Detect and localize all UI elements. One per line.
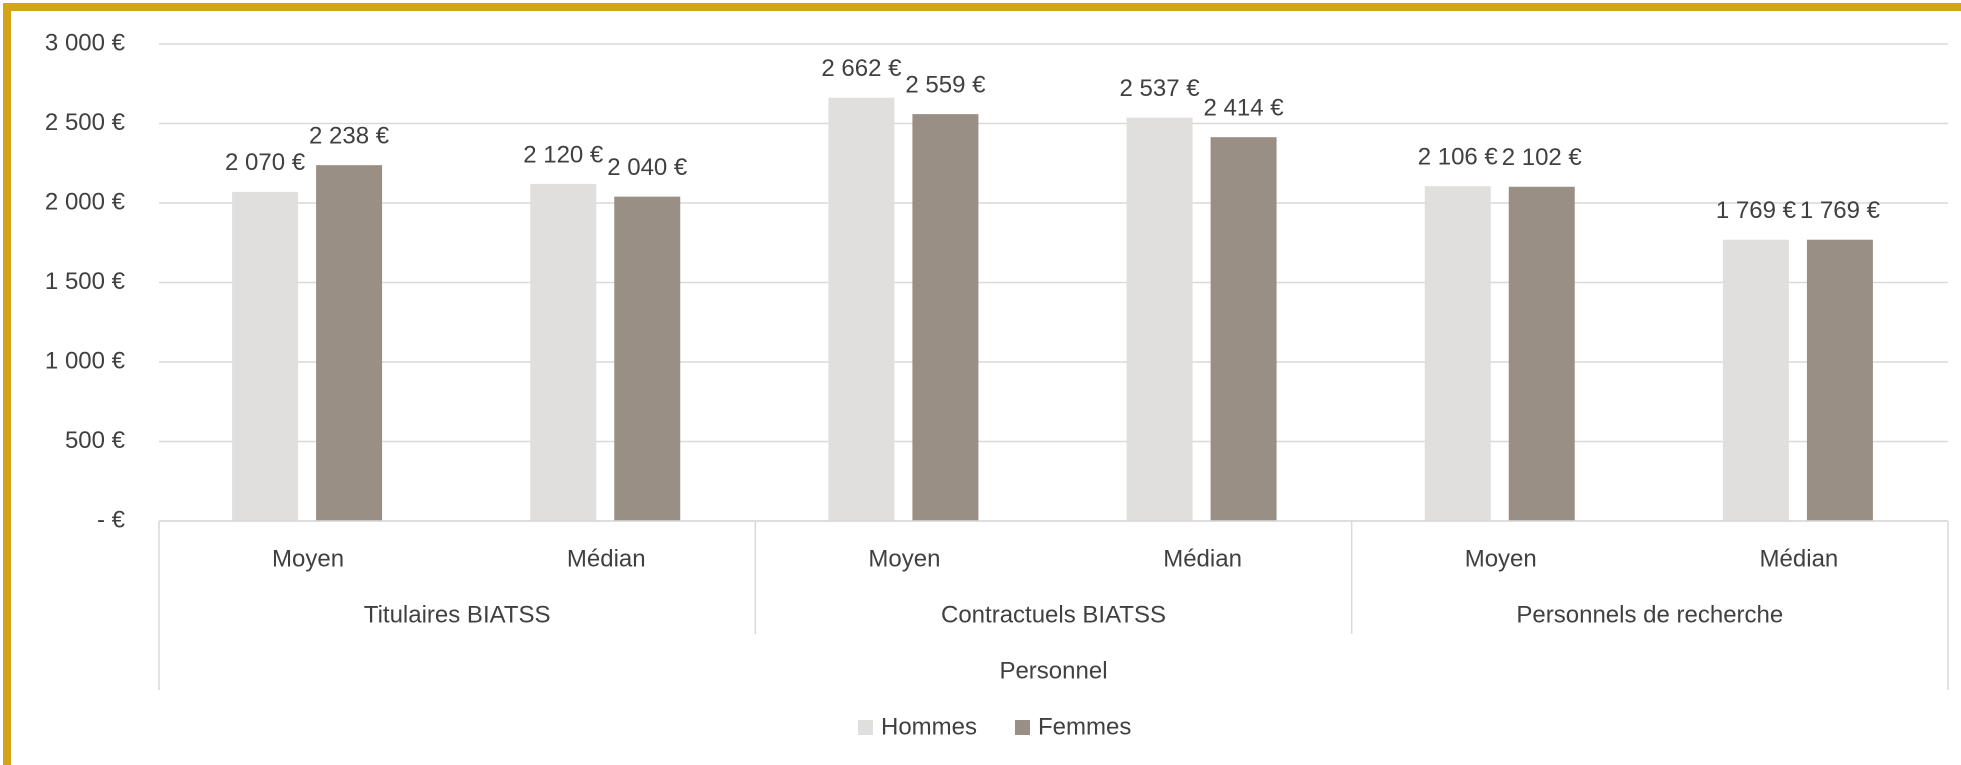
bar xyxy=(1722,239,1789,521)
bar xyxy=(1210,137,1277,521)
bar xyxy=(912,114,979,521)
legend-swatch xyxy=(1015,720,1030,735)
y-tick-label: - € xyxy=(97,506,126,533)
group-label: Titulaires BIATSS xyxy=(364,601,551,628)
value-label: 2 102 € xyxy=(1502,144,1583,171)
value-label: 2 106 € xyxy=(1418,143,1499,170)
value-label: 2 414 € xyxy=(1204,95,1285,122)
value-label: 2 070 € xyxy=(225,149,306,176)
legend-swatch xyxy=(858,720,873,735)
bar xyxy=(1806,239,1873,521)
bar xyxy=(614,196,681,521)
value-label: 2 238 € xyxy=(309,123,390,150)
bar xyxy=(828,97,895,521)
bar xyxy=(530,183,597,522)
y-tick-label: 1 000 € xyxy=(45,347,126,374)
value-label: 2 537 € xyxy=(1120,75,1201,102)
x-axis-label: Personnel xyxy=(999,657,1107,684)
value-label: 2 120 € xyxy=(523,141,604,168)
y-tick-label: 500 € xyxy=(65,427,126,454)
x-tick-label: Moyen xyxy=(272,545,344,572)
frame xyxy=(3,3,1961,765)
bar xyxy=(1126,117,1193,521)
y-tick-label: 3 000 € xyxy=(45,29,126,56)
x-tick-label: Médian xyxy=(1163,545,1242,572)
bar xyxy=(1508,186,1575,522)
y-tick-label: 1 500 € xyxy=(45,268,126,295)
value-label: 1 769 € xyxy=(1800,197,1881,224)
x-tick-label: Médian xyxy=(1760,545,1839,572)
legend-label: Femmes xyxy=(1038,713,1131,740)
value-label: 1 769 € xyxy=(1716,197,1797,224)
bar xyxy=(1424,186,1491,521)
bar xyxy=(232,191,299,521)
group-label: Contractuels BIATSS xyxy=(941,601,1166,628)
x-tick-label: Moyen xyxy=(1465,545,1537,572)
group-label: Personnels de recherche xyxy=(1516,601,1783,628)
value-label: 2 559 € xyxy=(905,71,986,98)
value-label: 2 662 € xyxy=(821,55,902,82)
x-tick-label: Médian xyxy=(567,545,646,572)
y-tick-label: 2 000 € xyxy=(45,188,126,215)
x-tick-label: Moyen xyxy=(868,545,940,572)
bar xyxy=(316,165,383,521)
y-tick-label: 2 500 € xyxy=(45,109,126,136)
value-label: 2 040 € xyxy=(607,154,688,181)
legend-label: Hommes xyxy=(881,713,977,740)
